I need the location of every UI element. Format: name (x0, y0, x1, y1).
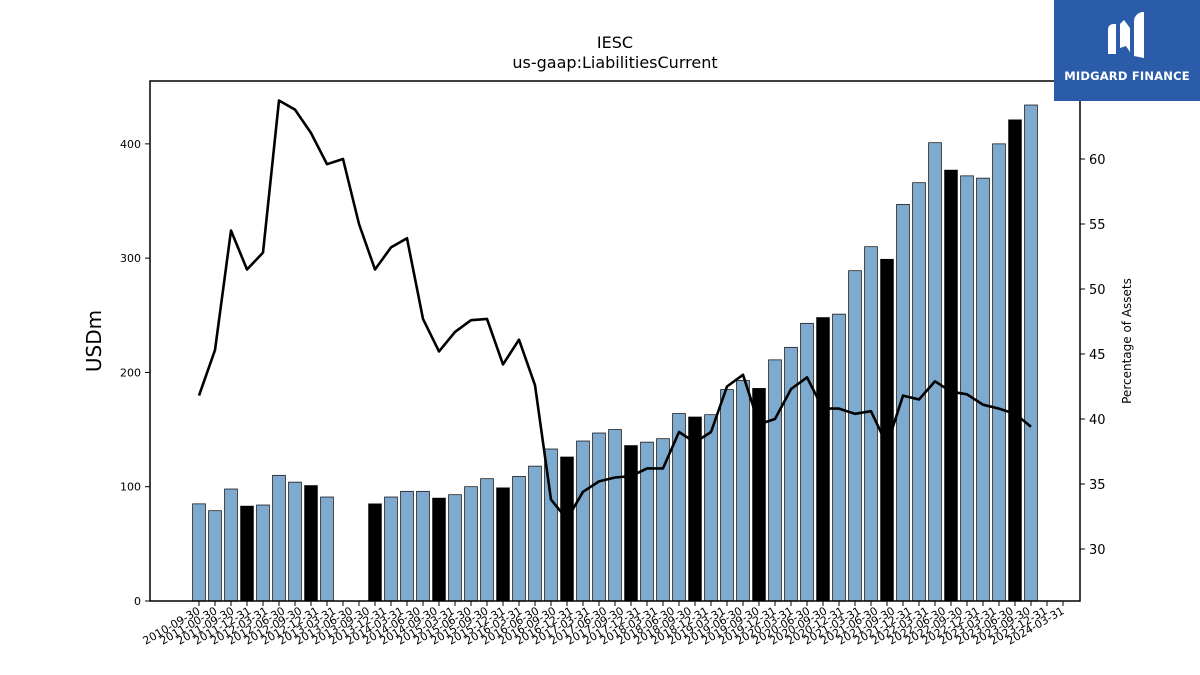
bar (368, 503, 382, 602)
bar (656, 438, 670, 602)
bar (528, 465, 542, 602)
bar (208, 510, 222, 602)
bar (736, 380, 750, 602)
bar (224, 488, 238, 602)
bar (1024, 104, 1038, 602)
bar (960, 175, 974, 602)
x-axis: 2010-09-302011-00-302011-09-302011-12-31… (141, 601, 1067, 648)
bar (688, 416, 702, 602)
y-right-tick-label: 60 (1089, 153, 1106, 168)
bar (640, 441, 654, 602)
bar (416, 490, 430, 602)
bar (480, 478, 494, 602)
y-axis-right-label: Percentage of Assets (1120, 278, 1134, 404)
y-right-tick-label: 40 (1089, 413, 1106, 428)
logo-text: MIDGARD FINANCE (1064, 69, 1190, 83)
y-left-tick-label: 400 (120, 138, 141, 151)
y-axis-left-label: USDm (82, 310, 106, 372)
y-right-tick-label: 50 (1089, 283, 1106, 298)
bar (592, 432, 606, 602)
bar (768, 359, 782, 602)
bar (864, 246, 878, 602)
bar (912, 182, 926, 602)
bar (384, 496, 398, 602)
bar (896, 204, 910, 602)
bar (928, 142, 942, 602)
percentage-line (197, 99, 1032, 521)
bar (1008, 119, 1022, 602)
bar (624, 445, 638, 602)
y-right-tick-label: 55 (1089, 218, 1106, 233)
bar (832, 313, 846, 602)
bar (992, 143, 1006, 602)
bar (288, 481, 302, 602)
bar (816, 317, 830, 602)
bar-series (192, 104, 1038, 602)
bar (608, 429, 622, 602)
y-axis-right: 30 35 40 45 50 55 60 (1080, 153, 1106, 558)
bar (304, 485, 318, 602)
logo: MIDGARD FINANCE (1054, 0, 1200, 101)
y-left-tick-label: 300 (120, 252, 141, 265)
y-left-tick-label: 100 (120, 481, 141, 494)
y-right-tick-label: 45 (1089, 348, 1106, 363)
bar (192, 503, 206, 602)
y-axis-left: 0 100 200 300 400 (120, 138, 150, 608)
chart-title: IESC (597, 33, 633, 52)
bar (800, 322, 814, 602)
bar (704, 414, 718, 602)
chart-subtitle: us-gaap:LiabilitiesCurrent (512, 53, 717, 72)
y-right-tick-label: 30 (1089, 543, 1106, 558)
y-left-tick-label: 200 (120, 366, 141, 379)
line-series (197, 99, 1032, 521)
bar (464, 486, 478, 602)
bar (400, 490, 414, 602)
bar (256, 504, 270, 602)
bar (240, 505, 254, 602)
bar (272, 474, 286, 602)
bar (320, 496, 334, 602)
bar (720, 389, 734, 602)
bar (496, 487, 510, 602)
logo-mark-icon (1108, 12, 1144, 58)
bar (512, 476, 526, 602)
bar (576, 440, 590, 602)
bar (944, 169, 958, 602)
y-left-tick-label: 0 (134, 595, 141, 608)
bar (448, 494, 462, 602)
bar (560, 456, 574, 602)
bar (432, 497, 446, 602)
bar (976, 177, 990, 602)
bar (848, 270, 862, 602)
y-right-tick-label: 35 (1089, 478, 1106, 493)
